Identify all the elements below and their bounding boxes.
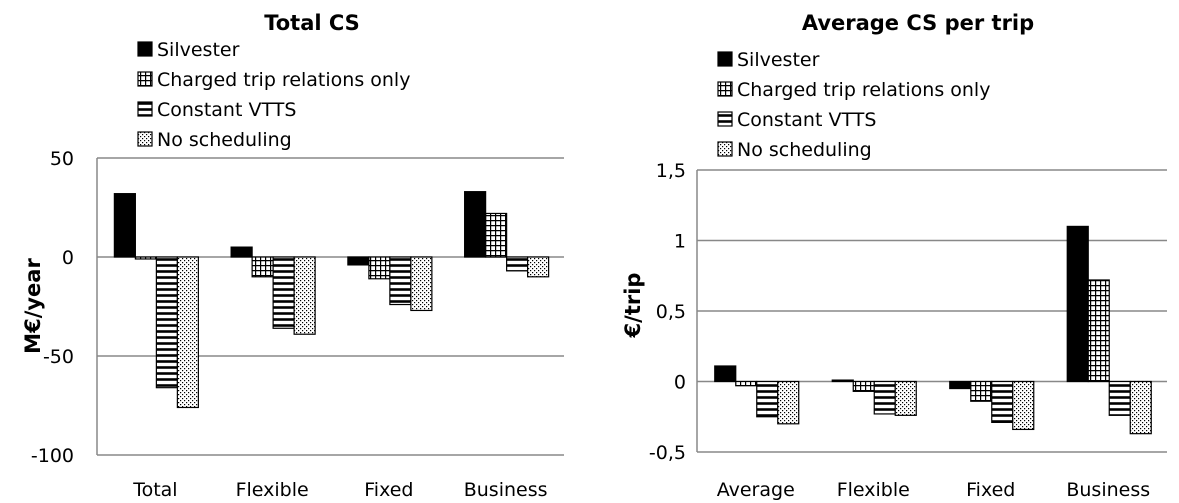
bar-hlines xyxy=(756,380,779,418)
legend-swatch xyxy=(137,71,153,87)
bar-solid xyxy=(831,379,854,383)
bar-dots xyxy=(894,380,917,416)
bar-dots xyxy=(777,380,800,425)
chart-title: Total CS xyxy=(264,11,360,35)
bar-dots xyxy=(176,256,199,409)
legend-label: Constant VTTS xyxy=(157,99,296,121)
legend-swatch xyxy=(137,131,153,147)
y-axis-label: M€/year xyxy=(21,258,45,354)
bar-hlines xyxy=(272,256,295,329)
y-tick-label: 0 xyxy=(674,372,686,394)
legend-label: Charged trip relations only xyxy=(157,69,410,91)
bar-hlines xyxy=(155,256,178,389)
bar-grid xyxy=(251,256,274,278)
legend-label: No scheduling xyxy=(737,139,872,161)
category-label: Average xyxy=(717,479,795,501)
y-tick-label: 1,5 xyxy=(656,160,686,182)
bar-dots xyxy=(1129,380,1152,435)
category-label: Business xyxy=(464,479,548,501)
bar-grid xyxy=(970,380,993,402)
bar-dots xyxy=(293,256,316,335)
bar-solid xyxy=(464,191,487,258)
bar-solid xyxy=(347,256,370,266)
bar-solid xyxy=(949,380,972,390)
legend-swatch xyxy=(137,41,153,57)
chart-total-cs: Total CS M€/year 50 0 -50 -100 Total Flexibl… xyxy=(21,11,564,501)
bar-hlines xyxy=(506,256,529,272)
bar-dots xyxy=(527,256,550,278)
bar-dots xyxy=(1012,380,1035,431)
bar-hlines xyxy=(1108,380,1131,416)
bar-grid xyxy=(852,380,875,392)
bar-dots xyxy=(410,256,433,312)
bar-grid xyxy=(735,380,758,387)
category-label: Business xyxy=(1066,479,1150,501)
bar-grid xyxy=(134,256,157,260)
y-tick-label: 1 xyxy=(674,231,686,253)
bar-hlines xyxy=(873,380,896,415)
legend-swatch xyxy=(717,111,733,127)
bar-hlines xyxy=(991,380,1014,423)
legend-label: No scheduling xyxy=(157,129,292,151)
bar-grid xyxy=(485,212,508,258)
category-label: Fixed xyxy=(364,479,413,501)
bar-solid xyxy=(230,246,253,258)
category-label: Fixed xyxy=(966,479,1015,501)
bar-solid xyxy=(113,193,136,258)
y-tick-label: -100 xyxy=(31,445,74,467)
legend-label: Constant VTTS xyxy=(737,109,876,131)
legend-swatch xyxy=(717,141,733,157)
bar-hlines xyxy=(389,256,412,306)
legend-swatch xyxy=(137,101,153,117)
category-label: Total xyxy=(132,479,177,501)
bar-solid xyxy=(1066,225,1089,383)
y-tick-label: -50 xyxy=(43,346,74,368)
y-tick-label: 0,5 xyxy=(656,301,686,323)
y-axis-label: €/trip xyxy=(621,273,645,339)
y-tick-label: 50 xyxy=(50,148,74,170)
y-tick-label: 0 xyxy=(62,247,74,269)
legend-swatch xyxy=(717,51,733,67)
legend-label: Charged trip relations only xyxy=(737,79,990,101)
bar-grid xyxy=(368,256,391,280)
legend-label: Silvester xyxy=(157,39,240,61)
category-label: Flexible xyxy=(837,479,910,501)
bar-grid xyxy=(1087,279,1110,383)
legend-swatch xyxy=(717,81,733,97)
y-tick-label: -0,5 xyxy=(649,442,686,464)
chart-title: Average CS per trip xyxy=(802,11,1034,35)
chart-average-cs-per-trip: Average CS per trip €/trip 1,510,50-0,5 … xyxy=(621,11,1167,501)
legend-label: Silvester xyxy=(737,49,820,71)
category-label: Flexible xyxy=(236,479,309,501)
bar-solid xyxy=(714,365,737,383)
